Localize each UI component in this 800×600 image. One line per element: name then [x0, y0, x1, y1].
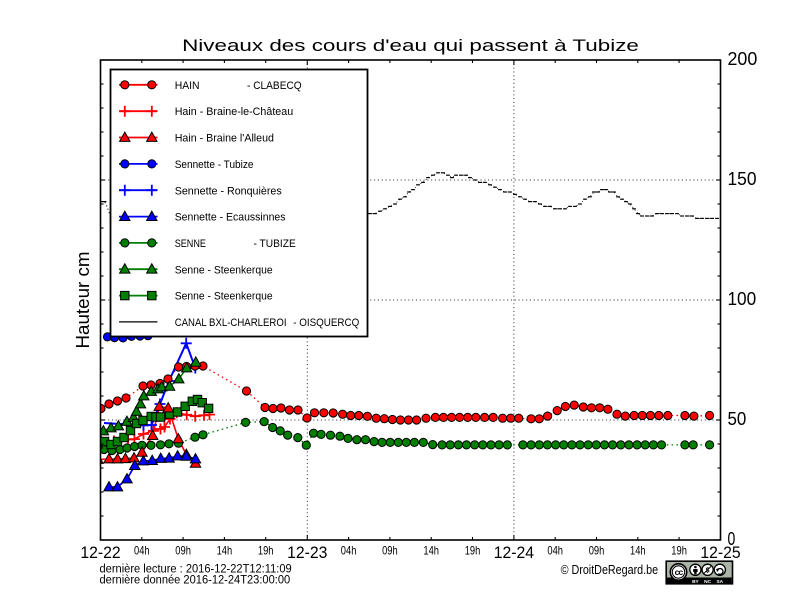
svg-text:$: $ — [706, 568, 710, 575]
svg-text:Hain - Braine-le-Château: Hain - Braine-le-Château — [175, 106, 294, 118]
svg-text:Senne - Steenkerque: Senne - Steenkerque — [175, 264, 273, 276]
svg-text:12-25: 12-25 — [700, 543, 740, 562]
svg-text:09h: 09h — [175, 544, 191, 558]
svg-text:Hauteur cm: Hauteur cm — [73, 252, 93, 349]
svg-text:- OISQUERCQ: - OISQUERCQ — [293, 317, 359, 329]
svg-text:Hain - Braine l'Alleud: Hain - Braine l'Alleud — [175, 133, 274, 145]
svg-text:0: 0 — [728, 529, 736, 549]
svg-text:© DroitDeRegard.be: © DroitDeRegard.be — [561, 562, 659, 577]
svg-text:cc: cc — [675, 567, 684, 577]
svg-text:CANAL BXL-CHARLEROI: CANAL BXL-CHARLEROI — [175, 317, 287, 329]
svg-text:09h: 09h — [589, 544, 605, 558]
svg-text:14h: 14h — [423, 544, 439, 558]
svg-text:09h: 09h — [382, 544, 398, 558]
svg-text:Sennette - Ecaussinnes: Sennette - Ecaussinnes — [175, 212, 286, 224]
svg-text:HAIN: HAIN — [175, 80, 200, 92]
svg-text:50: 50 — [728, 409, 747, 429]
svg-text:100: 100 — [728, 289, 757, 309]
svg-text:12-23: 12-23 — [287, 543, 327, 562]
svg-text:SENNE: SENNE — [175, 238, 207, 250]
svg-text:Sennette - Ronquières: Sennette - Ronquières — [175, 185, 282, 197]
svg-text:SA: SA — [716, 579, 723, 585]
svg-text:NC: NC — [704, 579, 711, 585]
svg-text:19h: 19h — [258, 544, 274, 558]
svg-text:14h: 14h — [217, 544, 233, 558]
svg-text:19h: 19h — [671, 544, 687, 558]
svg-text:200: 200 — [728, 49, 758, 69]
svg-text:04h: 04h — [547, 544, 563, 558]
svg-text:14h: 14h — [630, 544, 646, 558]
svg-text:dernière lecture : 2016-12-22T: dernière lecture : 2016-12-22T12:11:09 — [100, 562, 292, 576]
svg-text:150: 150 — [728, 169, 757, 189]
svg-text:Senne - Steenkerque: Senne - Steenkerque — [175, 291, 273, 303]
svg-text:04h: 04h — [134, 544, 150, 558]
svg-text:Niveaux des cours d'eau qui pa: Niveaux des cours d'eau qui passent à Tu… — [182, 37, 639, 55]
svg-text:19h: 19h — [465, 544, 481, 558]
svg-text:04h: 04h — [341, 544, 357, 558]
svg-text:Sennette - Tubize: Sennette - Tubize — [175, 159, 254, 171]
svg-text:- TUBIZE: - TUBIZE — [254, 238, 297, 250]
svg-text:12-24: 12-24 — [494, 543, 534, 562]
svg-text:BY: BY — [692, 579, 699, 585]
svg-text:12-22: 12-22 — [80, 543, 120, 562]
svg-text:- CLABECQ: - CLABECQ — [247, 80, 302, 92]
svg-text:dernière donnée 2016-12-24T23: dernière donnée 2016-12-24T23:00:00 — [100, 573, 291, 587]
